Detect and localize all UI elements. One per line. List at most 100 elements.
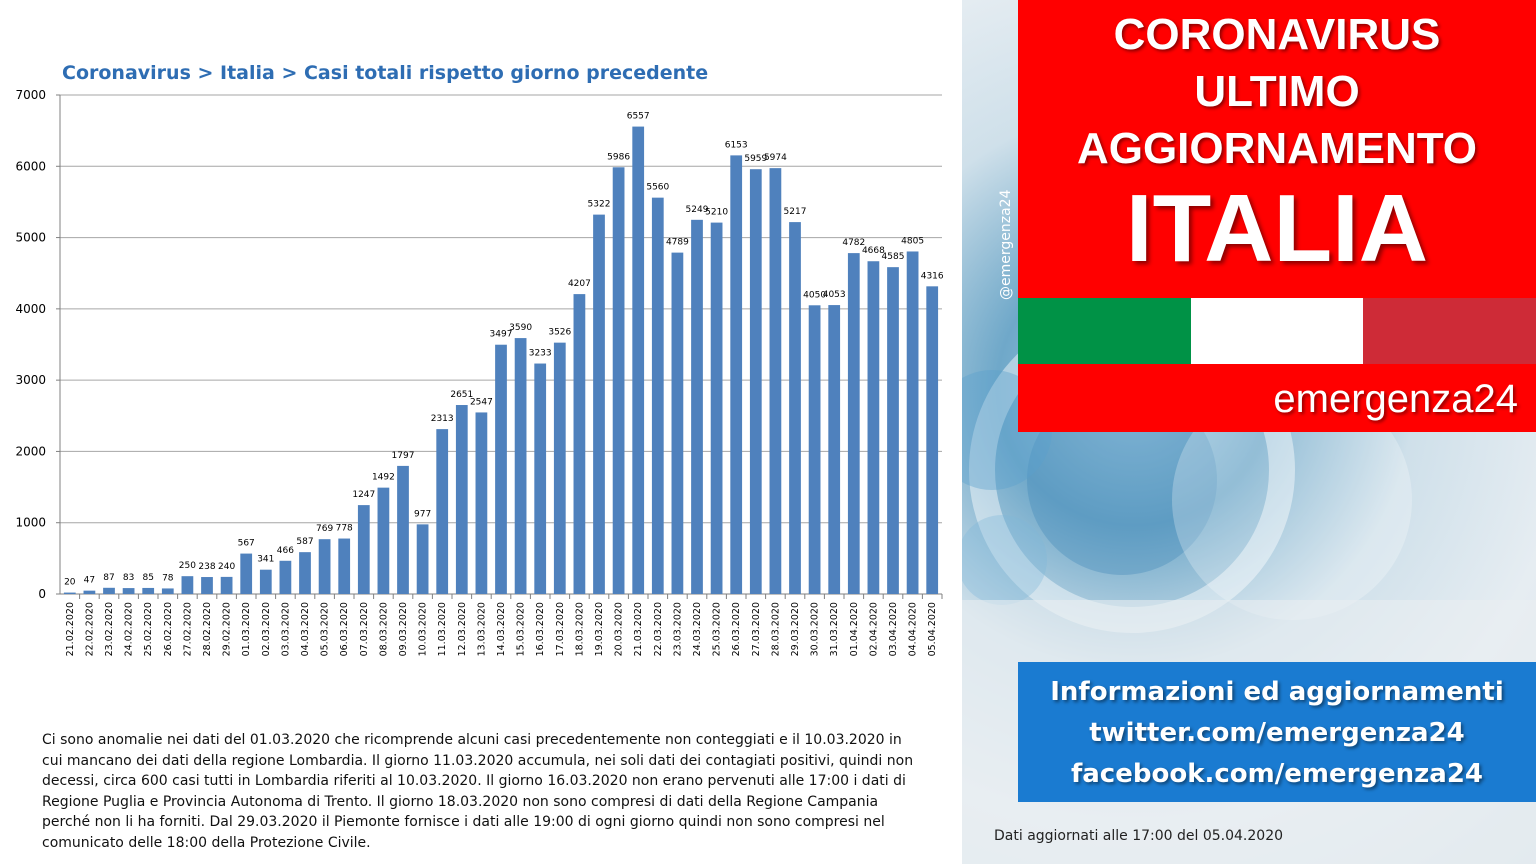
bar [514,338,527,594]
bar [573,294,586,594]
bar [828,305,841,594]
bar-chart: 0 1000 2000 3000 4000 5000 6000 7000 20 21.02.202… [15,88,944,656]
flag-red-stripe [1363,298,1536,364]
data-label: 769 [316,524,333,534]
bar [122,588,135,594]
twitter-link[interactable]: twitter.com/emergenza24 [1089,718,1465,748]
update-timestamp: Dati aggiornati alle 17:00 del 05.04.202… [994,828,1284,844]
data-label: 5217 [784,207,807,217]
headline-country: ITALIA [1125,175,1429,282]
x-tick-label: 01.03.2020 [241,602,252,656]
bar [416,524,429,594]
x-tick-label: 15.03.2020 [516,602,527,656]
data-label: 5986 [607,152,630,162]
x-tick-label: 03.03.2020 [280,602,291,656]
x-tick-label: 25.03.2020 [712,602,723,656]
data-label: 5322 [588,200,611,210]
headline-line-2: ULTIMO [1194,67,1360,116]
x-tick-label: 09.03.2020 [398,602,409,656]
data-label: 78 [162,573,174,583]
x-tick-label: 01.04.2020 [849,602,860,656]
bar [632,126,645,594]
bar [181,576,194,594]
x-tick-label: 03.04.2020 [888,602,899,656]
bar [279,560,292,594]
x-tick-label: 26.02.2020 [163,602,174,656]
x-tick-label: 25.02.2020 [143,602,154,656]
bar [299,552,311,594]
data-label: 977 [414,509,431,519]
x-tick-label: 29.03.2020 [790,602,801,656]
bar [436,429,449,594]
x-tick-label: 13.03.2020 [476,602,487,656]
bar [926,286,939,594]
data-label: 6557 [627,112,650,122]
facebook-link[interactable]: facebook.com/emergenza24 [1070,759,1484,789]
y-tick-label: 1000 [15,516,46,530]
bar [593,214,605,594]
x-tick-label: 29.02.2020 [222,602,233,656]
data-label: 1492 [372,473,395,483]
data-label: 4316 [921,271,944,281]
data-label: 1797 [392,451,415,461]
data-label: 4585 [882,252,905,262]
x-tick-label: 05.03.2020 [320,602,331,656]
bar [612,167,625,595]
data-label: 5210 [705,208,728,218]
data-label: 5249 [686,205,709,215]
x-tick-label: 18.03.2020 [574,602,585,656]
bar [83,590,96,594]
bar [357,505,370,594]
bar [397,465,409,594]
data-label: 4668 [862,246,885,256]
bar [103,587,115,594]
data-label: 567 [238,539,255,549]
bar [220,576,233,594]
data-label: 1247 [352,490,375,500]
bar [475,412,488,594]
x-tick-label: 24.03.2020 [692,602,703,656]
x-tick-label: 16.03.2020 [535,602,546,656]
x-tick-label: 31.03.2020 [829,602,840,656]
bar [887,267,899,594]
bar [259,569,272,594]
data-label: 4050 [803,290,826,300]
data-label: 83 [123,573,134,583]
x-tick-label: 12.03.2020 [457,602,468,656]
chart-title: Coronavirus > Italia > Casi totali rispe… [62,62,709,84]
bar [671,252,684,594]
x-tick-label: 14.03.2020 [496,602,507,656]
x-tick-label: 22.02.2020 [84,602,95,656]
social-handle: @emergenza24 [998,189,1014,301]
x-tick-label: 23.02.2020 [104,602,115,656]
data-label: 466 [277,546,294,556]
data-label: 2547 [470,397,493,407]
brand-name: emergenza24 [1018,364,1536,432]
y-tick-label: 7000 [15,88,46,102]
bar [201,577,213,594]
data-label: 4053 [823,290,846,300]
data-label: 240 [218,562,235,572]
x-tick-label: 26.03.2020 [731,602,742,656]
bar [808,305,821,594]
flag-white-stripe [1190,298,1364,364]
bar [63,592,76,594]
data-label: 87 [103,573,114,583]
x-tick-label: 10.03.2020 [418,602,429,656]
data-label: 3233 [529,349,552,359]
data-anomalies-note: Ci sono anomalie nei dati del 01.03.2020… [42,732,914,851]
x-tick-label: 02.04.2020 [868,602,879,656]
x-tick-label: 22.03.2020 [653,602,664,656]
data-label: 3590 [509,323,532,333]
data-label: 778 [336,524,353,534]
y-tick-label: 5000 [15,231,46,245]
y-tick-label: 3000 [15,373,46,387]
data-label: 4782 [842,238,865,248]
x-tick-label: 23.03.2020 [672,602,683,656]
bar [769,168,782,594]
headline-banner: CORONAVIRUS ULTIMO AGGIORNAMENTO ITALIA [1018,0,1536,298]
x-tick-label: 17.03.2020 [555,602,566,656]
data-label: 47 [84,576,95,586]
x-tick-label: 21.03.2020 [633,602,644,656]
bar [847,253,860,595]
